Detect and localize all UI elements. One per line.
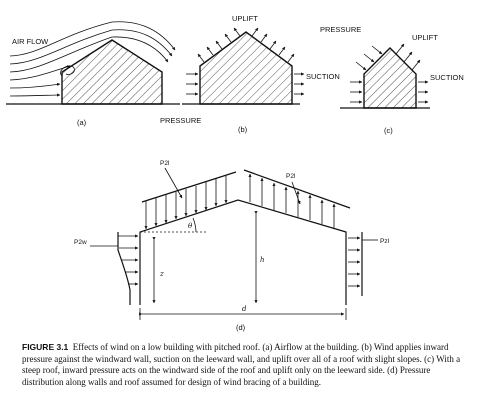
leeward-suction-arrows-b bbox=[294, 72, 305, 96]
d-label: d bbox=[242, 305, 247, 313]
windward-arrows bbox=[118, 234, 139, 286]
p2w-label: P2w bbox=[74, 239, 87, 246]
suction-label-b: SUCTION bbox=[306, 72, 340, 81]
caption-text: Effects of wind on a low building with p… bbox=[22, 342, 461, 387]
panel-d: P2l P2l P2w Pzl θ z h d (d) bbox=[74, 160, 390, 332]
pressure-label-b: PRESSURE bbox=[160, 116, 201, 125]
uplift-label-b: UPLIFT bbox=[232, 14, 258, 23]
building-b bbox=[199, 31, 293, 105]
suction-label-c: SUCTION bbox=[430, 73, 464, 82]
windward-pressure-arrows-b bbox=[186, 72, 199, 96]
theta-label: θ bbox=[188, 222, 193, 230]
pzl-label: Pzl bbox=[380, 238, 390, 245]
roof-uplift-arrows-c bbox=[395, 43, 421, 71]
air-flow-label: AIR FLOW bbox=[12, 37, 49, 46]
windward-envelope bbox=[117, 232, 131, 305]
panel-c-label: (c) bbox=[384, 126, 393, 135]
panel-d-label: (d) bbox=[236, 323, 246, 332]
theta-arc bbox=[192, 217, 197, 233]
roof-envelope-right bbox=[243, 169, 351, 209]
z-label: z bbox=[159, 270, 164, 278]
building-c bbox=[363, 47, 417, 109]
frame-d bbox=[139, 199, 347, 305]
panel-a-label: (a) bbox=[77, 118, 87, 127]
panel-b-label: (b) bbox=[238, 125, 248, 134]
panel-b: UPLIFT SUCTION PRESSURE (b) bbox=[160, 14, 340, 134]
roof-envelope-left bbox=[141, 171, 237, 203]
leeward-arrows bbox=[348, 236, 361, 288]
pressure-label-c: PRESSURE bbox=[320, 25, 361, 34]
roof-pressure-arrows-c bbox=[355, 45, 383, 71]
h-label: h bbox=[260, 256, 265, 264]
caption-number: FIGURE 3.1 bbox=[22, 342, 69, 352]
p2l-right-leader bbox=[291, 181, 301, 205]
roof-arrows-left bbox=[144, 176, 228, 230]
airflow-streamlines bbox=[9, 21, 176, 97]
p2l-right-label: P2l bbox=[286, 173, 296, 180]
roof-arrows-right bbox=[248, 173, 336, 228]
figure-caption: FIGURE 3.1 Effects of wind on a low buil… bbox=[22, 342, 462, 388]
p2l-left-label: P2l bbox=[160, 160, 170, 167]
p2l-left-leader bbox=[164, 167, 183, 199]
panel-a: AIR FLOW (a) bbox=[6, 21, 180, 127]
uplift-arrows-b bbox=[197, 27, 295, 63]
leeward-suction-arrows-c bbox=[418, 80, 429, 104]
uplift-label-c: UPLIFT bbox=[412, 33, 438, 42]
building-a bbox=[61, 39, 163, 105]
panel-c: PRESSURE UPLIFT SUCTION (c) bbox=[320, 25, 464, 135]
windward-pressure-arrows-c bbox=[350, 80, 363, 104]
